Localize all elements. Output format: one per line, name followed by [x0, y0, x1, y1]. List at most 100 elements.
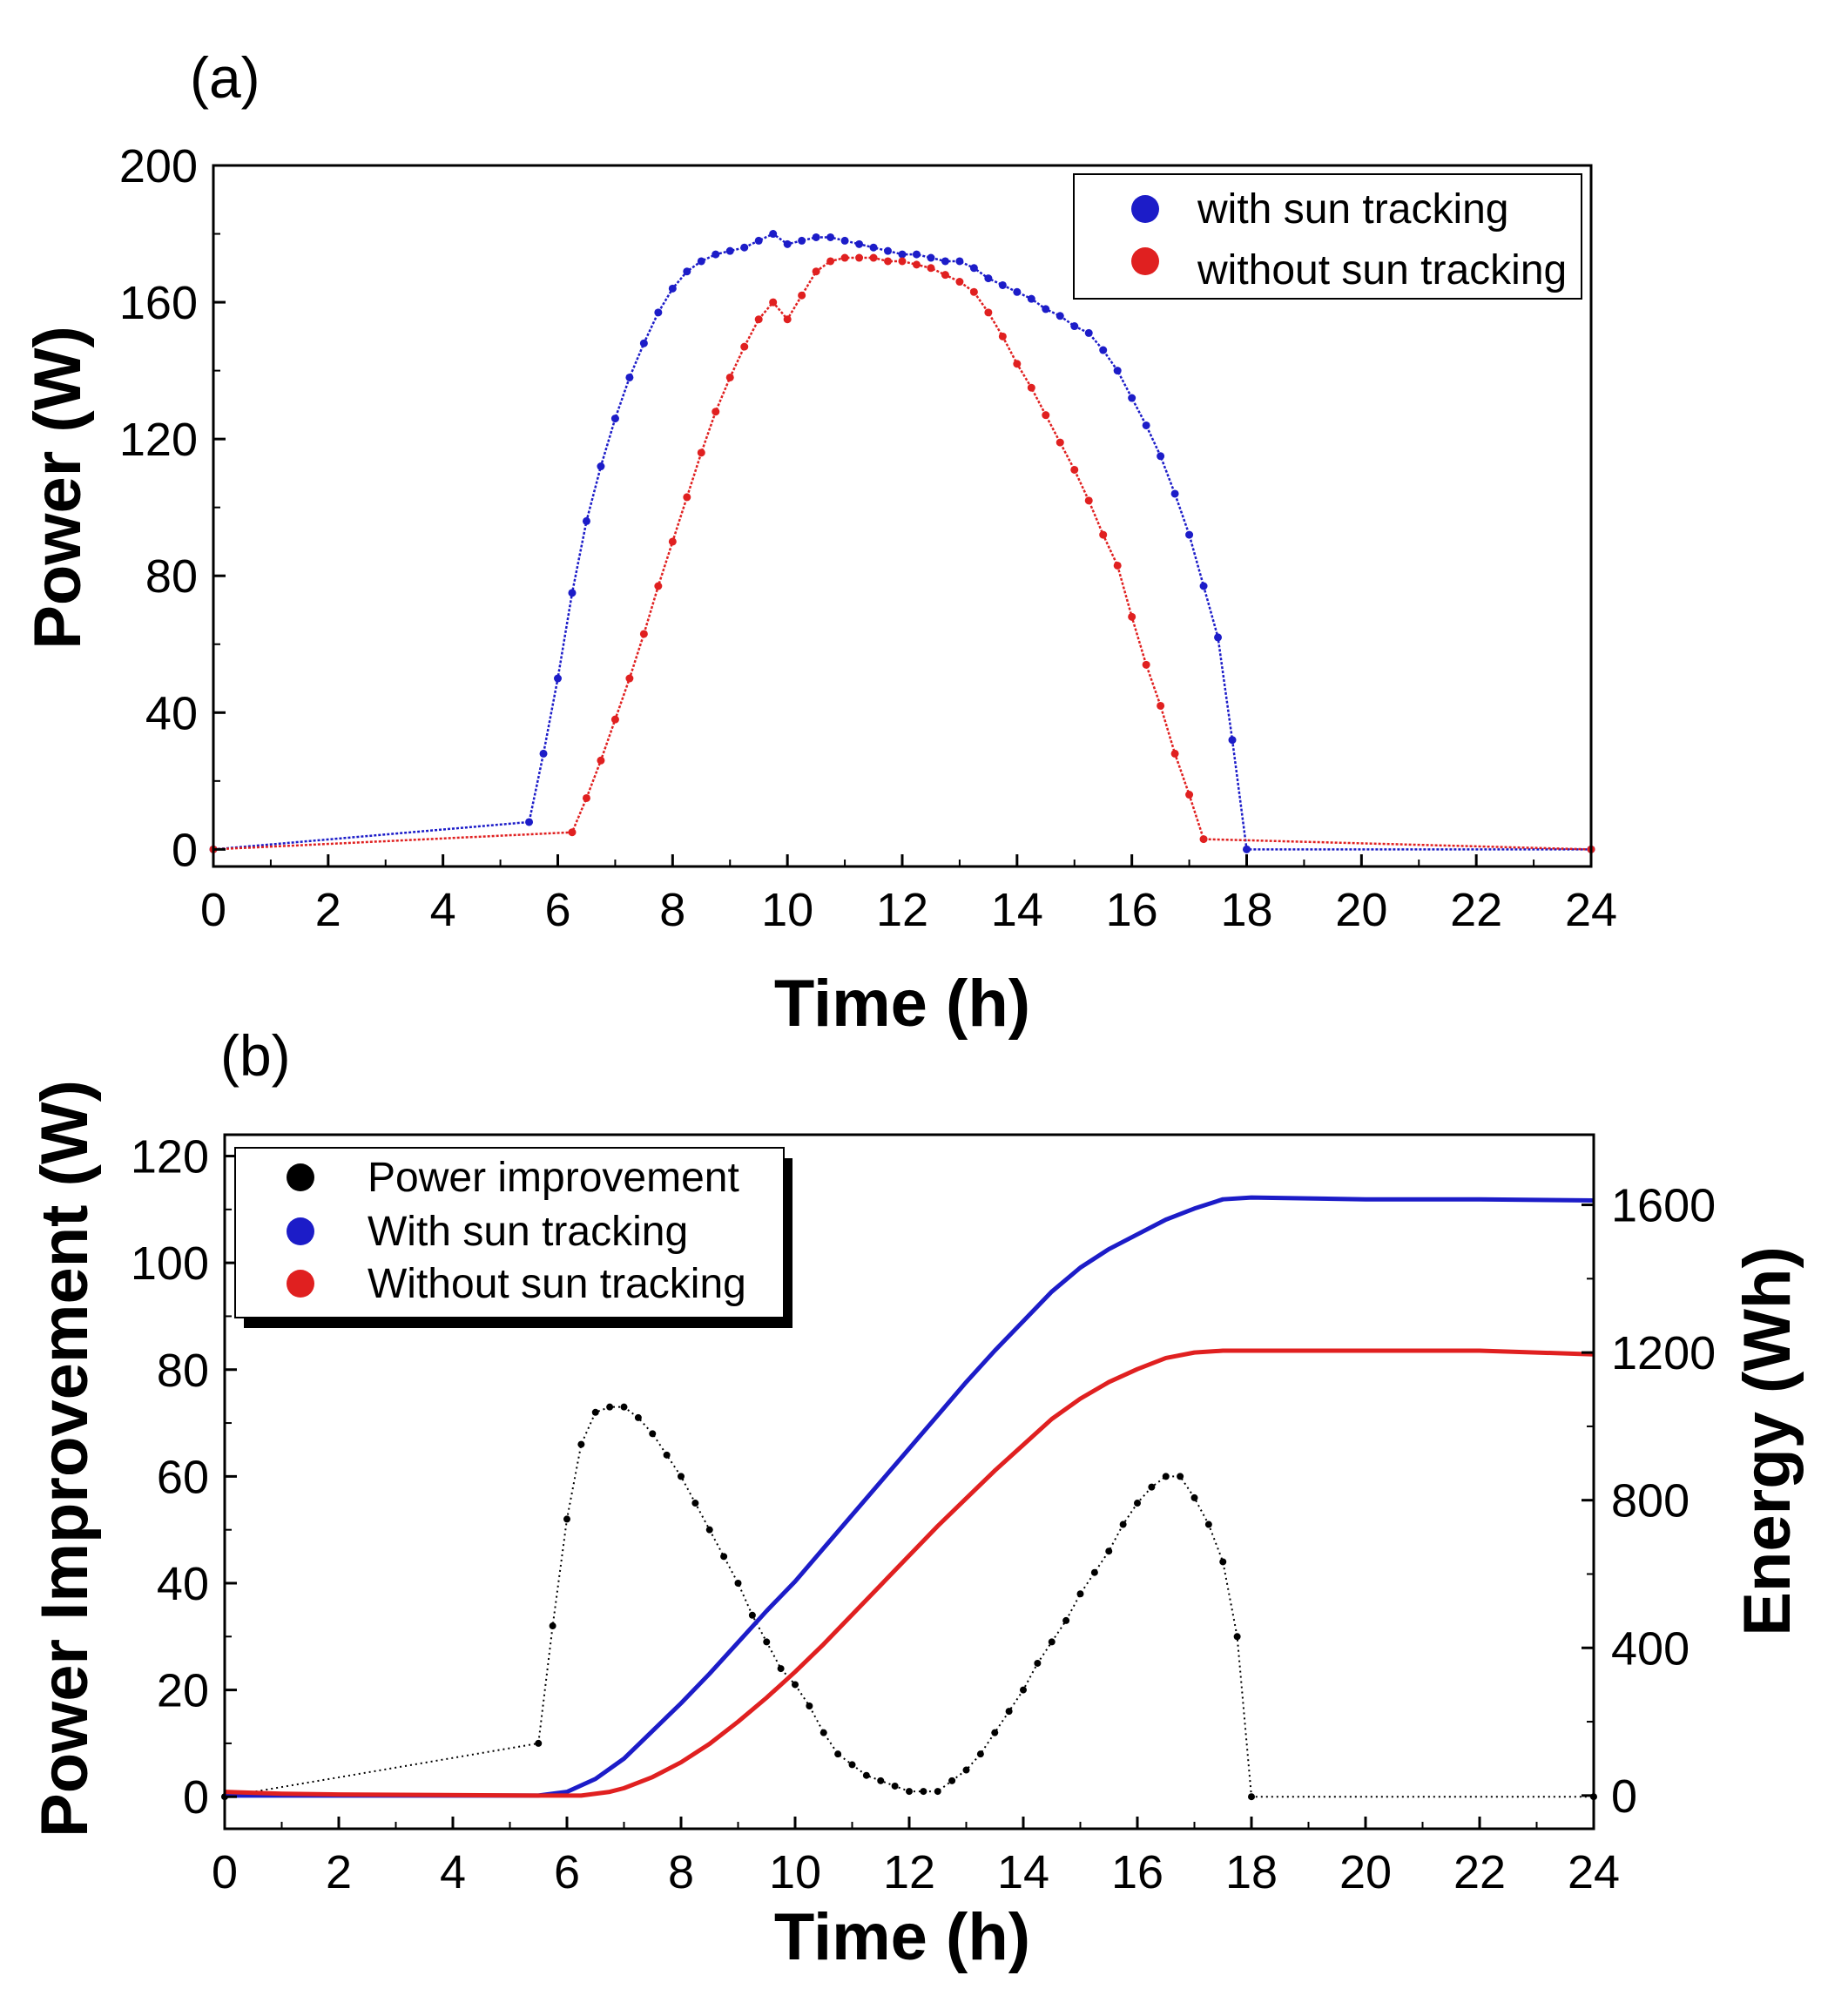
- series-without-sun-tracking: [224, 1348, 1595, 1798]
- panel-b-left-y-axis-title: Power Improvement (W): [28, 1080, 102, 1837]
- data-point: [1177, 1473, 1184, 1480]
- data-point: [898, 257, 907, 266]
- data-point: [912, 260, 921, 269]
- data-point: [625, 674, 634, 683]
- data-point: [941, 271, 949, 280]
- data-point: [783, 315, 792, 324]
- data-point: [1134, 1500, 1141, 1507]
- data-point: [1099, 530, 1108, 539]
- panel-b: (b) 0 2 4 6 8 10 12 14 16 18 20 22 24 02040608010012…: [28, 1023, 1804, 1974]
- panel-a-y-axis-title: Power (W): [21, 326, 95, 650]
- y-tick-label: 80: [145, 550, 198, 603]
- data-point: [734, 1579, 742, 1587]
- panel-b-right-y-axis-title: Energy (Wh): [1730, 1246, 1804, 1636]
- x-tick-label: 22: [1453, 1846, 1506, 1898]
- legend-label-with-sun-tracking: with sun tracking: [1197, 186, 1509, 233]
- series-trace: [224, 1406, 1594, 1798]
- data-point: [948, 1777, 956, 1784]
- data-point: [725, 373, 734, 381]
- x-tick-label: 4: [440, 1846, 466, 1898]
- data-point: [1034, 1659, 1042, 1667]
- x-tick-label: 8: [659, 884, 685, 936]
- panel-b-left-y-ticks: 0 20 40 60 80 100 120: [131, 1131, 237, 1824]
- series-without-sun-tracking: [209, 253, 1595, 853]
- data-point: [991, 1729, 999, 1736]
- data-point: [582, 793, 590, 802]
- legend-label-without-sun-tracking: without sun tracking: [1197, 247, 1567, 293]
- data-point: [798, 236, 806, 245]
- series-trace: [212, 256, 1592, 851]
- panel-a-x-axis-title: Time (h): [774, 967, 1030, 1041]
- panel-b-legend-box: [234, 1147, 785, 1318]
- x-tick-label: 16: [1106, 884, 1158, 936]
- panel-a-x-ticks: 0 2 4 6 8 10 12 14 16 18 20 22 24: [200, 854, 1617, 936]
- data-point: [1113, 561, 1122, 570]
- legend-marker-with-sun-tracking: [1131, 195, 1159, 223]
- data-point: [705, 1526, 713, 1534]
- data-point: [1157, 701, 1165, 710]
- data-point: [1219, 1558, 1227, 1566]
- data-point: [649, 1430, 657, 1438]
- data-point: [1056, 438, 1064, 447]
- data-point: [1148, 1483, 1156, 1491]
- data-point: [568, 828, 577, 837]
- data-point: [554, 674, 562, 683]
- y-tick-label: 0: [172, 824, 198, 876]
- legend-marker-power-improvement: [287, 1163, 314, 1191]
- data-point: [976, 1750, 984, 1758]
- data-point: [969, 264, 978, 273]
- data-point: [1228, 736, 1237, 745]
- data-point: [754, 315, 763, 324]
- y-tick-label: 100: [131, 1237, 209, 1290]
- data-point: [819, 1729, 827, 1736]
- y-tick-label: 200: [119, 140, 198, 192]
- data-point: [1062, 1616, 1070, 1624]
- y2-tick-label: 1200: [1611, 1327, 1716, 1379]
- panel-a-legend: with sun tracking without sun tracking: [1073, 173, 1582, 300]
- data-point: [668, 284, 677, 293]
- data-point: [877, 1777, 885, 1784]
- data-point: [568, 589, 577, 597]
- data-point: [1185, 530, 1194, 539]
- x-tick-label: 6: [554, 1846, 580, 1898]
- data-point: [1214, 633, 1223, 642]
- panel-a-legend-box: [1073, 173, 1582, 300]
- data-point: [826, 257, 835, 266]
- y-tick-label: 40: [157, 1558, 209, 1610]
- x-tick-label: 4: [430, 884, 456, 936]
- data-point: [855, 253, 864, 262]
- data-point: [625, 373, 634, 381]
- data-point: [697, 257, 705, 266]
- data-point: [1056, 312, 1064, 320]
- data-point: [920, 1788, 927, 1796]
- data-point: [577, 1440, 585, 1448]
- data-point: [955, 278, 964, 287]
- y-tick-label: 160: [119, 277, 198, 329]
- data-point: [597, 756, 605, 765]
- data-point: [884, 257, 893, 266]
- data-point: [1142, 421, 1150, 429]
- data-point: [1128, 612, 1136, 621]
- data-point: [927, 253, 935, 262]
- panel-b-x-ticks: 0 2 4 6 8 10 12 14 16 18 20 22 24: [212, 1817, 1620, 1898]
- data-point: [898, 250, 907, 259]
- data-point: [1162, 1473, 1170, 1480]
- data-point: [683, 493, 691, 502]
- data-point: [769, 298, 778, 307]
- data-point: [912, 250, 921, 259]
- data-point: [855, 239, 864, 248]
- data-point: [748, 1611, 756, 1619]
- x-tick-label: 10: [769, 1846, 821, 1898]
- data-point: [1048, 1638, 1056, 1646]
- data-point: [1199, 835, 1208, 844]
- x-tick-label: 12: [876, 884, 928, 936]
- panel-a-label: (a): [190, 45, 260, 110]
- data-point: [697, 448, 705, 457]
- data-point: [1113, 367, 1122, 375]
- data-point: [1233, 1633, 1241, 1641]
- y-tick-label: 0: [183, 1771, 209, 1824]
- data-point: [1070, 465, 1079, 474]
- legend-marker-without-sun-tracking: [1131, 247, 1159, 275]
- y-tick-label: 60: [157, 1451, 209, 1503]
